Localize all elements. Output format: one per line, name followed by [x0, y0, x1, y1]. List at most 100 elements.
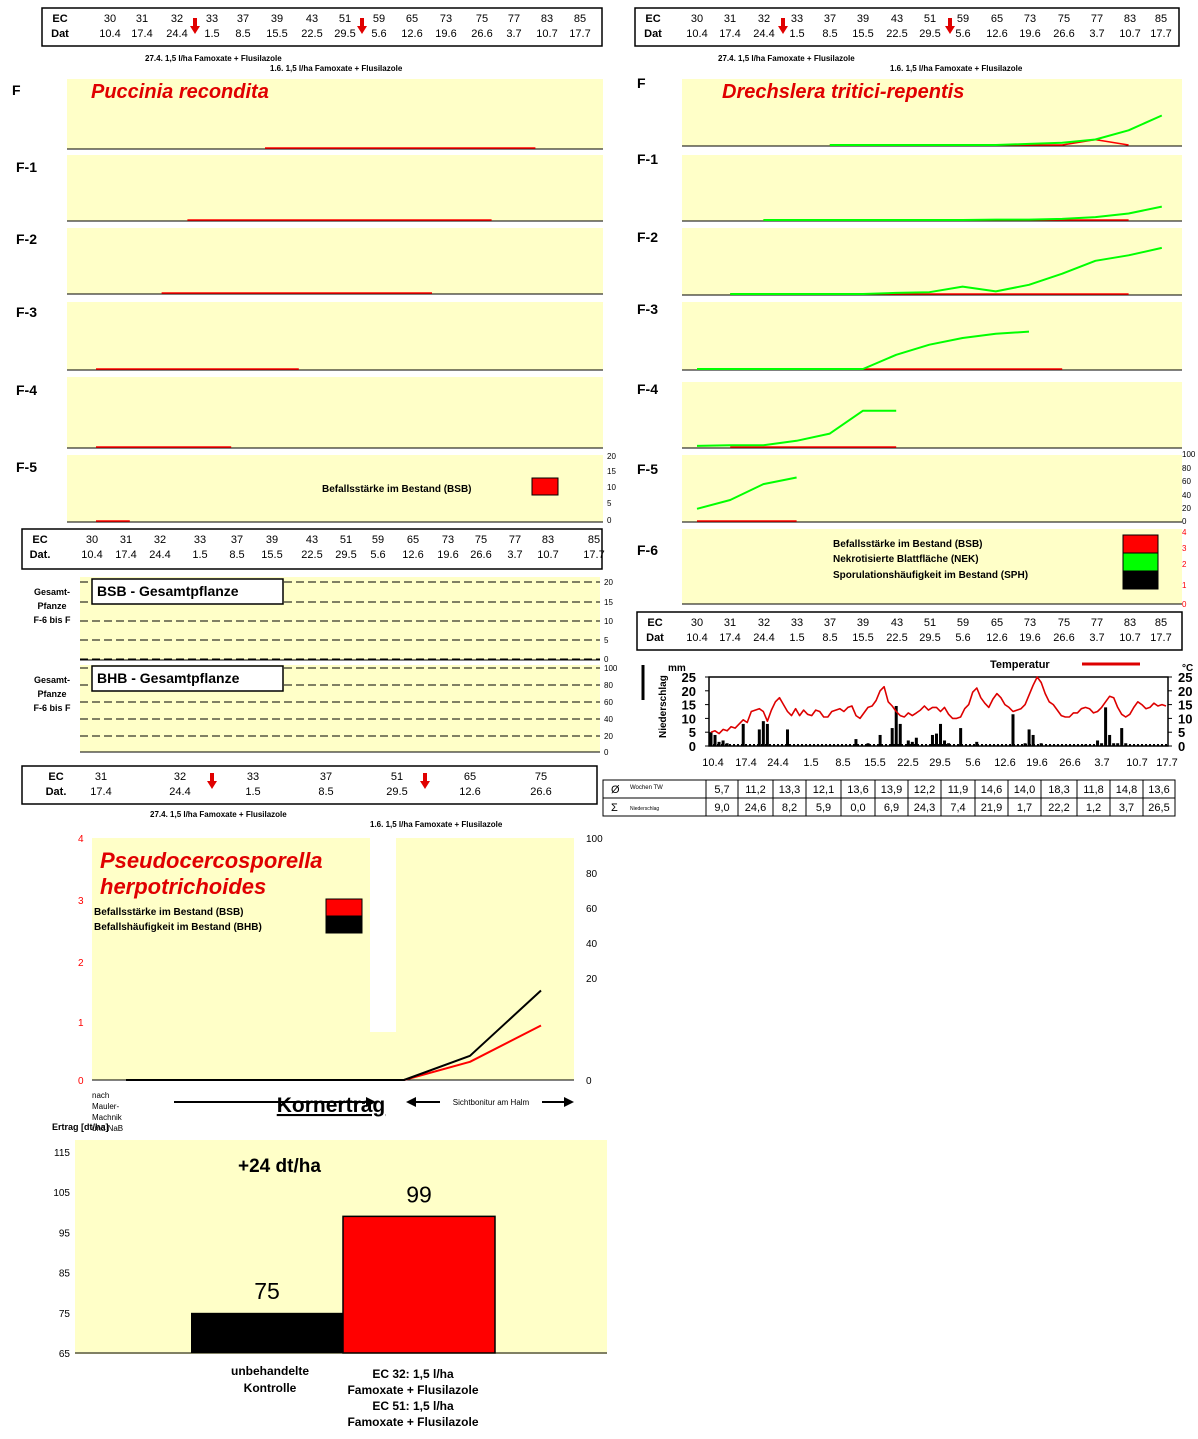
top-right-ec-table-ec-value: 37 — [824, 13, 836, 25]
middle-left-ec-table-dat-label: Dat. — [30, 549, 51, 561]
pseudo-method-left-label: nach — [92, 1091, 109, 1100]
weather-rain-bar — [959, 728, 963, 746]
top-left-ec-table-ec-value: 83 — [541, 13, 553, 25]
weather-rain-bar — [1108, 734, 1112, 746]
drechslera-legend-bsb-swatch — [1122, 534, 1159, 554]
gesamt-bhb-title-box — [91, 665, 284, 692]
drechslera-legend-bsb-label: Befallsstärke im Bestand (BSB) — [833, 539, 983, 550]
middle-right-ec-table-box — [636, 611, 1183, 651]
summary-table-row1-cell: 11,8 — [1083, 784, 1104, 796]
treatment-2-label: 1.6. 1,5 l/ha Famoxate + Flusilazole — [890, 64, 1023, 73]
drechslera-legend-nek-swatch — [1122, 552, 1159, 572]
middle-right-ec-table-ec-label: EC — [647, 617, 662, 629]
gesamt-bsb-title: BSB - Gesamtpflanze — [97, 583, 239, 599]
middle-right-ec-table-dat-value: 10.7 — [1119, 632, 1140, 644]
gesamt-bhb-axis-tick: 80 — [604, 681, 613, 690]
middle-left-ec-table-box — [21, 528, 603, 570]
top-left-ec-table-dat-value: 10.7 — [536, 28, 557, 40]
gesamt-bsb-row-label: F-6 bis F — [33, 615, 71, 625]
drechslera-panel — [682, 228, 1182, 295]
summary-table-row2-cell: 24,6 — [745, 802, 766, 814]
middle-left-ec-table-dat-value: 10.7 — [537, 549, 558, 561]
weather-left-tick: 0 — [689, 739, 696, 754]
top-right-ec-table-box — [634, 7, 1180, 47]
middle-left-ec-table-ec-value: 77 — [509, 534, 521, 546]
top-left-ec-table-dat-value: 17.7 — [569, 28, 590, 40]
drechslera-axis-tick-right: 2 — [1182, 560, 1187, 569]
summary-table-row2-label: Niederschlag — [630, 806, 659, 812]
pseudo-ec-value: 32 — [174, 771, 186, 783]
top-right-ec-table-dat-value: 5.6 — [955, 28, 970, 40]
middle-right-ec-table-dat-value: 24.4 — [753, 632, 774, 644]
yield-axis-tick: 85 — [59, 1269, 71, 1280]
summary-table-row2-cell: 1,7 — [1017, 802, 1032, 814]
top-left-ec-table-dat-value: 12.6 — [401, 28, 422, 40]
summary-table-row1-symbol: Ø — [611, 784, 620, 796]
yield-bar-treated — [342, 1215, 496, 1354]
weather-right-tick: 15 — [1178, 698, 1192, 713]
weather-rain-bar — [1027, 729, 1031, 746]
pseudo-ec-value: 51 — [391, 771, 403, 783]
middle-right-ec-table-dat-value: 15.5 — [852, 632, 873, 644]
middle-right-ec-table-ec-value: 65 — [991, 617, 1003, 629]
middle-right-ec-table-dat-value: 3.7 — [1089, 632, 1104, 644]
yield-bar-value-label: 75 — [254, 1278, 280, 1304]
middle-right-ec-table-dat-value: 17.7 — [1150, 632, 1171, 644]
drechslera-axis-tick-left: 100 — [1182, 450, 1196, 459]
pseudo-method-right-arrowhead-left — [406, 1097, 416, 1107]
summary-table-row2-symbol: Σ — [611, 802, 618, 814]
yield-axis-tick: 105 — [53, 1188, 70, 1199]
top-right-ec-table-dat-value: 8.5 — [822, 28, 837, 40]
top-left-ec-table-ec-label: EC — [52, 13, 67, 25]
middle-right-ec-table-ec-value: 59 — [957, 617, 969, 629]
weather-left-tick: 25 — [682, 670, 696, 685]
drechslera-nek-line — [763, 205, 1163, 221]
drechslera-legend-sph-swatch — [1122, 570, 1159, 590]
pseudo-left-tick: 3 — [78, 896, 84, 907]
gesamt-bhb-row-label: Gesamt- — [34, 675, 70, 685]
top-right-ec-table-dat-label: Dat — [644, 28, 662, 40]
top-left-ec-table-ec-value: 39 — [271, 13, 283, 25]
top-left-ec-table-ec-value: 77 — [508, 13, 520, 25]
middle-right-ec-table-ec-value: 73 — [1024, 617, 1036, 629]
pseudo-right-tick: 80 — [586, 869, 598, 880]
weather-rain-bar — [761, 721, 765, 746]
summary-table-row1-cell: 5,7 — [714, 784, 729, 796]
weather-rain-bar — [854, 739, 858, 746]
summary-table-row1-cell: 13,6 — [847, 784, 868, 796]
weather-temp-line — [710, 676, 1167, 735]
drechslera-leaf-label: F-4 — [637, 381, 658, 397]
weather-rain-bar — [1120, 728, 1124, 746]
puccinia-axis-tick: 15 — [607, 467, 616, 476]
pseudo-chart-panel — [92, 838, 574, 1080]
drechslera-panel — [682, 155, 1182, 221]
top-right-ec-table-ec-value: 43 — [891, 13, 903, 25]
top-right-ec-table-dat-value: 3.7 — [1089, 28, 1104, 40]
gesamt-bhb-row-label: Pfanze — [37, 689, 66, 699]
top-left-ec-table-dat-value: 15.5 — [266, 28, 287, 40]
weather-rain-bar — [721, 740, 725, 746]
top-left-ec-table-dat-value: 24.4 — [166, 28, 187, 40]
weather-x-label: 17.7 — [1156, 757, 1177, 769]
top-right-ec-table-ec-value: 65 — [991, 13, 1003, 25]
summary-table-row2-cell: 21,9 — [981, 802, 1002, 814]
drechslera-nek-line — [696, 476, 797, 510]
treatment-1-arrow — [778, 18, 788, 34]
pseudo-method-gap — [370, 838, 396, 1032]
drechslera-axis-tick-right: 3 — [1182, 544, 1187, 553]
summary-table-row2-cell: 3,7 — [1119, 802, 1134, 814]
weather-rain-bar — [943, 740, 947, 746]
puccinia-legend-bsb-swatch — [531, 477, 559, 496]
weather-right-tick: 0 — [1178, 739, 1185, 754]
summary-table-row1-cell: 12,1 — [813, 784, 834, 796]
weather-right-tick: 10 — [1178, 711, 1192, 726]
weather-x-label: 3.7 — [1094, 757, 1109, 769]
drechslera-leaf-label: F-5 — [637, 461, 658, 477]
weather-left-tick: 10 — [682, 711, 696, 726]
drechslera-axis-tick-left: 20 — [1182, 504, 1191, 513]
middle-left-ec-table-ec-value: 30 — [86, 534, 98, 546]
pseudo-right-tick: 60 — [586, 904, 598, 915]
pseudo-right-tick: 40 — [586, 939, 598, 950]
weather-x-label: 10.7 — [1126, 757, 1147, 769]
top-left-ec-table-dat-label: Dat — [51, 28, 69, 40]
